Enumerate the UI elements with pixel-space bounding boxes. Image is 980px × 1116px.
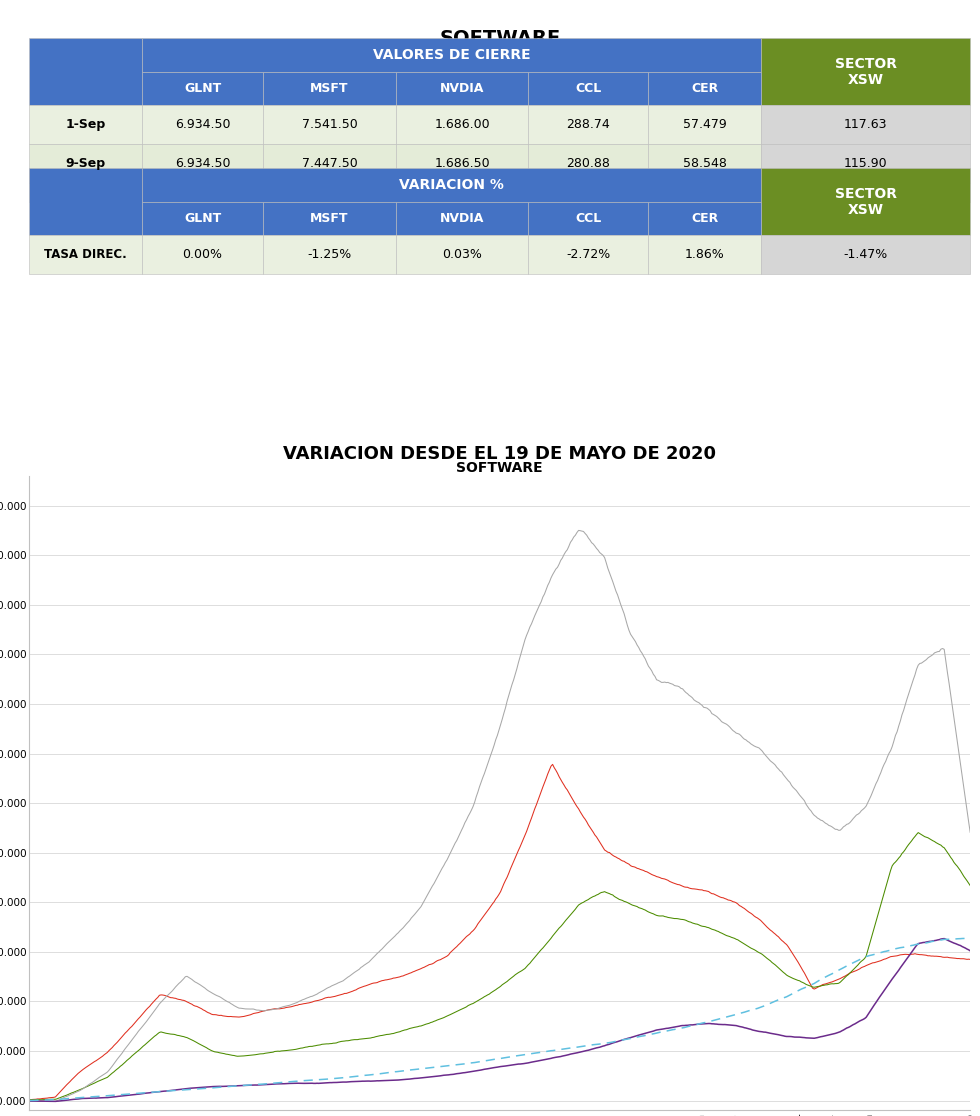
FancyBboxPatch shape bbox=[528, 71, 649, 105]
Text: 280.88: 280.88 bbox=[566, 157, 611, 170]
Text: NVDIA: NVDIA bbox=[440, 212, 484, 225]
Text: CER: CER bbox=[691, 81, 718, 95]
Text: 1.686.00: 1.686.00 bbox=[434, 118, 490, 132]
FancyBboxPatch shape bbox=[263, 202, 396, 235]
FancyBboxPatch shape bbox=[142, 144, 263, 183]
Text: 7.447.50: 7.447.50 bbox=[302, 157, 358, 170]
FancyBboxPatch shape bbox=[29, 105, 142, 144]
Text: GLNT: GLNT bbox=[184, 212, 221, 225]
FancyBboxPatch shape bbox=[649, 183, 761, 202]
Text: 1.86%: 1.86% bbox=[685, 248, 725, 261]
FancyBboxPatch shape bbox=[761, 105, 970, 144]
FancyBboxPatch shape bbox=[396, 235, 528, 275]
FancyBboxPatch shape bbox=[396, 71, 528, 105]
Text: -1.25%: -1.25% bbox=[308, 248, 352, 261]
Text: 9-Sep: 9-Sep bbox=[66, 157, 106, 170]
FancyBboxPatch shape bbox=[649, 71, 761, 105]
FancyBboxPatch shape bbox=[263, 144, 396, 183]
Text: CER: CER bbox=[691, 212, 718, 225]
Text: 7.541.50: 7.541.50 bbox=[302, 118, 358, 132]
Text: GLNT: GLNT bbox=[184, 81, 221, 95]
FancyBboxPatch shape bbox=[761, 144, 970, 183]
Text: TASA DIREC.: TASA DIREC. bbox=[44, 248, 127, 261]
Text: NVDIA: NVDIA bbox=[440, 81, 484, 95]
Text: SECTOR
XSW: SECTOR XSW bbox=[835, 57, 897, 87]
Text: VARIACION %: VARIACION % bbox=[400, 179, 505, 192]
FancyBboxPatch shape bbox=[528, 235, 649, 275]
FancyBboxPatch shape bbox=[142, 183, 263, 202]
FancyBboxPatch shape bbox=[761, 169, 970, 235]
Text: 6.934.50: 6.934.50 bbox=[174, 157, 230, 170]
FancyBboxPatch shape bbox=[142, 71, 263, 105]
FancyBboxPatch shape bbox=[142, 202, 263, 235]
FancyBboxPatch shape bbox=[142, 169, 761, 202]
Text: SECTOR
XSW: SECTOR XSW bbox=[835, 186, 897, 217]
Text: CCL: CCL bbox=[575, 81, 602, 95]
FancyBboxPatch shape bbox=[29, 144, 142, 183]
Text: VALORES DE CIERRE: VALORES DE CIERRE bbox=[373, 48, 530, 61]
FancyBboxPatch shape bbox=[29, 183, 142, 202]
FancyBboxPatch shape bbox=[263, 183, 396, 202]
FancyBboxPatch shape bbox=[29, 235, 142, 275]
FancyBboxPatch shape bbox=[649, 144, 761, 183]
FancyBboxPatch shape bbox=[29, 169, 142, 235]
Text: 0.03%: 0.03% bbox=[442, 248, 482, 261]
Text: -2.72%: -2.72% bbox=[566, 248, 611, 261]
FancyBboxPatch shape bbox=[142, 38, 761, 71]
FancyBboxPatch shape bbox=[396, 105, 528, 144]
Text: CCL: CCL bbox=[575, 212, 602, 225]
Text: MSFT: MSFT bbox=[311, 81, 349, 95]
FancyBboxPatch shape bbox=[761, 183, 970, 202]
Text: 1-Sep: 1-Sep bbox=[66, 118, 106, 132]
Text: 58.548: 58.548 bbox=[683, 157, 727, 170]
Text: 288.74: 288.74 bbox=[566, 118, 611, 132]
FancyBboxPatch shape bbox=[396, 183, 528, 202]
Title: SOFTWARE: SOFTWARE bbox=[457, 461, 543, 475]
FancyBboxPatch shape bbox=[142, 235, 263, 275]
FancyBboxPatch shape bbox=[528, 144, 649, 183]
Text: 117.63: 117.63 bbox=[844, 118, 888, 132]
Text: 1.686.50: 1.686.50 bbox=[434, 157, 490, 170]
FancyBboxPatch shape bbox=[761, 38, 970, 105]
FancyBboxPatch shape bbox=[263, 235, 396, 275]
FancyBboxPatch shape bbox=[528, 183, 649, 202]
FancyBboxPatch shape bbox=[649, 105, 761, 144]
FancyBboxPatch shape bbox=[142, 105, 263, 144]
FancyBboxPatch shape bbox=[761, 235, 970, 275]
Text: MSFT: MSFT bbox=[311, 212, 349, 225]
Text: 115.90: 115.90 bbox=[844, 157, 888, 170]
FancyBboxPatch shape bbox=[528, 202, 649, 235]
FancyBboxPatch shape bbox=[396, 202, 528, 235]
Text: SOFTWARE: SOFTWARE bbox=[439, 29, 561, 48]
FancyBboxPatch shape bbox=[396, 144, 528, 183]
Text: 57.479: 57.479 bbox=[683, 118, 727, 132]
Text: 0.00%: 0.00% bbox=[182, 248, 222, 261]
FancyBboxPatch shape bbox=[263, 71, 396, 105]
Text: 6.934.50: 6.934.50 bbox=[174, 118, 230, 132]
FancyBboxPatch shape bbox=[649, 235, 761, 275]
FancyBboxPatch shape bbox=[528, 105, 649, 144]
FancyBboxPatch shape bbox=[263, 105, 396, 144]
FancyBboxPatch shape bbox=[649, 202, 761, 235]
FancyBboxPatch shape bbox=[29, 38, 142, 105]
Text: VARIACION DESDE EL 19 DE MAYO DE 2020: VARIACION DESDE EL 19 DE MAYO DE 2020 bbox=[283, 445, 716, 463]
Text: -1.47%: -1.47% bbox=[844, 248, 888, 261]
